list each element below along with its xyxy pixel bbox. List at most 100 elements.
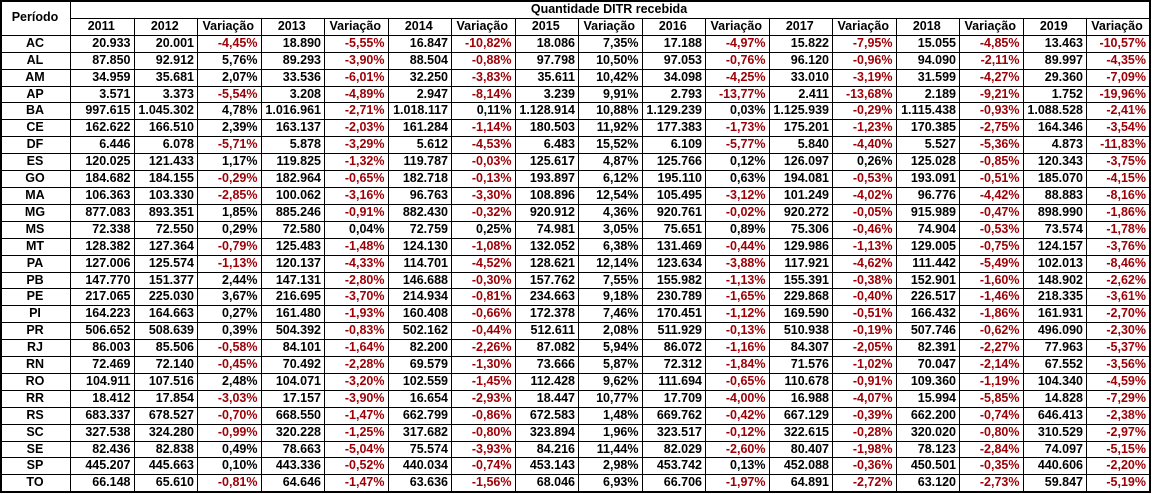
variation-cell: 9,62% [578,372,643,391]
quantity-cell: 662.799 [387,406,452,425]
variation-cell: -5,36% [959,136,1024,155]
quantity-cell: 151.377 [133,271,198,290]
quantity-cell: 125.766 [641,153,706,172]
quantity-cell: 102.559 [387,372,452,391]
quantity-cell: 64.891 [768,474,833,493]
variation-cell: 0,11% [451,102,516,121]
quantity-cell: 915.989 [895,203,960,222]
quantity-cell: 1.115.438 [895,102,960,121]
quantity-cell: 17.188 [641,34,706,53]
quantity-cell: 35.611 [514,68,579,87]
quantity-cell: 161.931 [1022,305,1087,324]
quantity-cell: 80.407 [768,440,833,459]
quantity-cell: 1.129.239 [641,102,706,121]
variation-cell: 5,87% [578,356,643,374]
quantity-cell: 324.280 [133,423,198,442]
quantity-cell: 82.029 [641,440,706,459]
quantity-cell: 1.018.117 [387,102,452,121]
variation-cell: -0,75% [959,237,1024,256]
quantity-cell: 510.938 [768,322,833,341]
quantity-cell: 120.025 [70,153,135,172]
quantity-cell: 160.408 [387,305,452,324]
quantity-cell: 162.622 [70,119,135,138]
quantity-cell: 87.082 [514,339,579,358]
variation-cell: -2,70% [1086,305,1151,324]
variation-cell: 0,25% [451,220,516,239]
variation-cell: 0,26% [832,153,897,172]
table-row: MG 877.083 893.351 1,85% 885.246 -0,91% 882.43… [0,203,1151,222]
quantity-cell: 101.249 [768,186,833,205]
variation-cell: 9,91% [578,85,643,104]
variation-cell: 2,48% [197,372,262,391]
quantity-cell: 100.062 [260,186,325,205]
quantity-cell: 96.776 [895,186,960,205]
variation-cell: -0,93% [959,102,1024,121]
state-label: RJ [0,339,71,358]
quantity-cell: 72.580 [260,220,325,239]
quantity-cell: 1.045.302 [133,102,198,121]
quantity-cell: 128.621 [514,254,579,273]
quantity-cell: 164.223 [70,305,135,324]
variation-cell: -0,28% [832,423,897,442]
variation-cell: 3,67% [197,288,262,307]
state-label: SP [0,457,71,476]
table-row: RS 683.337 678.527 -0,70% 668.550 -1,47% 662.7… [0,406,1151,425]
variation-cell: -1,14% [451,119,516,138]
quantity-cell: 124.130 [387,237,452,256]
variation-cell: -7,29% [1086,389,1151,408]
quantity-cell: 127.006 [70,254,135,273]
variation-cell: 1,96% [578,423,643,442]
variation-cell: 9,18% [578,288,643,307]
variation-cell: -0,81% [451,288,516,307]
variation-cell: -2,80% [324,271,389,290]
variation-cell: -4,07% [832,389,897,408]
quantity-cell: 18.890 [260,34,325,53]
state-label: AL [0,51,71,70]
variation-cell: 0,04% [324,220,389,239]
variation-cell: 2,08% [578,322,643,341]
table-row: MT 128.382 127.364 -0,79% 125.483 -1,48% 124.1… [0,237,1151,256]
variation-cell: 0,63% [705,170,770,188]
variation-cell: -3,54% [1086,119,1151,138]
variation-cell: -1,13% [705,271,770,290]
variation-cell: -2,71% [324,102,389,121]
variation-cell: -11,83% [1086,136,1151,155]
variation-cell: 2,44% [197,271,262,290]
quantity-cell: 445.663 [133,457,198,476]
variation-cell: -4,97% [705,34,770,53]
quantity-cell: 74.097 [1022,440,1087,459]
quantity-cell: 997.615 [70,102,135,121]
table-row: AM 34.959 35.681 2,07% 33.536 -6,01% 32.250 -3,… [0,68,1151,87]
quantity-cell: 129.005 [895,237,960,256]
variation-cell: -5,15% [1086,440,1151,459]
table-row: BA 997.615 1.045.302 4,78% 1.016.961 -2,71% 1.… [0,102,1151,121]
quantity-cell: 893.351 [133,203,198,222]
quantity-cell: 86.003 [70,339,135,358]
variation-cell: 5,94% [578,339,643,358]
variacao-column-header: Variação [451,17,516,36]
quantity-cell: 920.912 [514,203,579,222]
quantity-cell: 109.360 [895,372,960,391]
quantity-cell: 453.143 [514,457,579,476]
quantity-cell: 885.246 [260,203,325,222]
variation-cell: -4,59% [1086,372,1151,391]
quantity-cell: 72.312 [641,356,706,374]
variation-cell: -7,09% [1086,68,1151,87]
quantity-cell: 163.137 [260,119,325,138]
quantity-cell: 14.828 [1022,389,1087,408]
quantity-cell: 506.652 [70,322,135,341]
quantity-cell: 68.046 [514,474,579,493]
variation-cell: 4,78% [197,102,262,121]
table-title: Quantidade DITR recebida [70,0,1151,19]
variation-cell: -0,65% [324,170,389,188]
quantity-cell: 166.432 [895,305,960,324]
variation-cell: -9,21% [959,85,1024,104]
state-label: GO [0,170,71,188]
quantity-cell: 214.934 [387,288,452,307]
variation-cell: -2,05% [832,339,897,358]
variation-cell: -3,16% [324,186,389,205]
quantity-cell: 182.718 [387,170,452,188]
quantity-cell: 2.189 [895,85,960,104]
variation-cell: -0,81% [197,474,262,493]
state-label: MS [0,220,71,239]
